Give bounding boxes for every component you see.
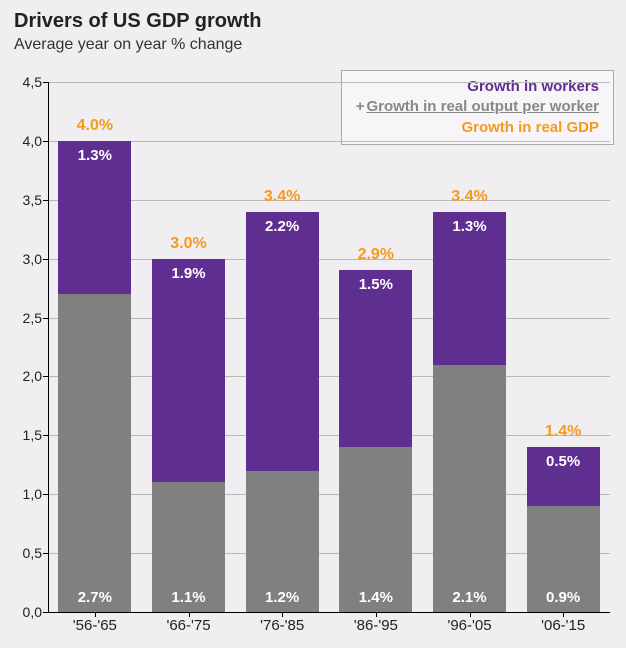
bar-total-label: 3.4% xyxy=(246,188,319,206)
x-tick-label: '56-'65 xyxy=(73,617,117,634)
bar-value-label: 1.5% xyxy=(339,276,412,293)
bar-segment-workers: 2.2% xyxy=(246,212,319,471)
bar-value-label: 2.1% xyxy=(433,589,506,606)
bar-value-label: 1.3% xyxy=(58,147,131,164)
gridline xyxy=(48,141,610,142)
gridline xyxy=(48,259,610,260)
x-tick-label: '76-'85 xyxy=(260,617,304,634)
y-tick-label: 1,5 xyxy=(8,427,42,443)
chart-subtitle: Average year on year % change xyxy=(14,36,242,54)
bar-segment-output: 1.1% xyxy=(152,482,225,612)
gridline xyxy=(48,376,610,377)
bar-value-label: 1.4% xyxy=(339,589,412,606)
x-axis xyxy=(48,612,610,613)
bar-value-label: 1.9% xyxy=(152,265,225,282)
gridline xyxy=(48,82,610,83)
bar-total-label: 2.9% xyxy=(339,246,412,264)
gridline xyxy=(48,318,610,319)
x-tick-label: '96-'05 xyxy=(447,617,491,634)
y-tick-label: 3,5 xyxy=(8,192,42,208)
x-tick-label: '06-'15 xyxy=(541,617,585,634)
bar-segment-workers: 1.9% xyxy=(152,259,225,483)
bar-segment-output: 1.4% xyxy=(339,447,412,612)
bar-group: 2.1% 1.3% xyxy=(433,212,506,612)
chart-title: Drivers of US GDP growth xyxy=(14,10,261,33)
bar-segment-workers: 0.5% xyxy=(527,447,600,506)
y-tick-label: 2,5 xyxy=(8,310,42,326)
bar-value-label: 0.9% xyxy=(527,589,600,606)
plot-area: 0,00,51,01,52,02,53,03,54,04,5'56-'652.7… xyxy=(48,82,610,612)
bar-value-label: 1.3% xyxy=(433,218,506,235)
y-tick-label: 2,0 xyxy=(8,368,42,384)
y-axis xyxy=(48,82,49,612)
x-tick-label: '66-'75 xyxy=(166,617,210,634)
y-tick-label: 0,5 xyxy=(8,545,42,561)
y-tick-label: 1,0 xyxy=(8,486,42,502)
bar-segment-workers: 1.5% xyxy=(339,270,412,447)
bar-total-label: 4.0% xyxy=(58,117,131,135)
y-tick-label: 0,0 xyxy=(8,604,42,620)
bar-value-label: 2.7% xyxy=(58,589,131,606)
y-tick-label: 4,0 xyxy=(8,133,42,149)
y-tick-label: 3,0 xyxy=(8,251,42,267)
bar-group: 1.2% 2.2% xyxy=(246,212,319,612)
bar-total-label: 3.0% xyxy=(152,235,225,253)
bar-segment-workers: 1.3% xyxy=(58,141,131,294)
x-tick-label: '86-'95 xyxy=(354,617,398,634)
gridline xyxy=(48,200,610,201)
bar-value-label: 2.2% xyxy=(246,218,319,235)
bar-segment-output: 2.7% xyxy=(58,294,131,612)
bar-segment-output: 1.2% xyxy=(246,471,319,612)
bar-segment-workers: 1.3% xyxy=(433,212,506,365)
bar-total-label: 1.4% xyxy=(527,423,600,441)
bar-segment-output: 2.1% xyxy=(433,365,506,612)
bar-group: 1.4% 1.5% xyxy=(339,270,412,612)
bar-value-label: 1.1% xyxy=(152,589,225,606)
bar-value-label: 0.5% xyxy=(527,453,600,470)
bar-total-label: 3.4% xyxy=(433,188,506,206)
y-tick-label: 4,5 xyxy=(8,74,42,90)
bar-group: 1.1% 1.9% xyxy=(152,259,225,612)
bar-segment-output: 0.9% xyxy=(527,506,600,612)
bar-value-label: 1.2% xyxy=(246,589,319,606)
bar-group: 2.7% 1.3% xyxy=(58,141,131,612)
bar-group: 0.9% 0.5% xyxy=(527,447,600,612)
